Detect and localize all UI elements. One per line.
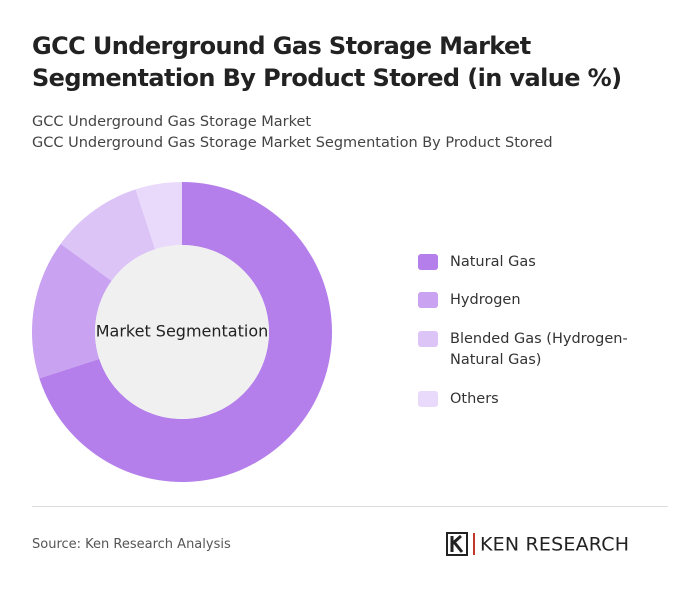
donut-slice xyxy=(60,189,156,281)
center-label: Market Segmentation xyxy=(96,322,269,341)
legend-label: Hydrogen xyxy=(450,292,521,308)
logo-box xyxy=(446,532,468,556)
legend-label: Others xyxy=(450,391,499,407)
divider xyxy=(32,506,668,507)
legend-label: Natural Gas xyxy=(450,254,536,270)
legend-swatch xyxy=(418,254,438,270)
brand-logo: KEN RESEARCH xyxy=(446,532,629,556)
legend-swatch xyxy=(418,292,438,308)
brand-name: KEN RESEARCH xyxy=(480,534,629,556)
legend-swatch xyxy=(418,331,438,347)
title: GCC Underground Gas Storage Market Segme… xyxy=(32,32,622,92)
donut-slice xyxy=(135,182,182,250)
donut-chart: Market Segmentation xyxy=(32,182,332,483)
subtitle: GCC Underground Gas Storage Market xyxy=(32,114,312,130)
logo-k xyxy=(450,534,464,553)
donut-slice xyxy=(32,243,112,379)
donut-slice xyxy=(39,182,332,483)
donut-hole xyxy=(95,245,269,419)
legend-swatch xyxy=(418,391,438,407)
source: Source: Ken Research Analysis xyxy=(32,537,231,552)
legend-label: Blended Gas (Hydrogen-Natural Gas) xyxy=(450,331,628,368)
subtitle: GCC Underground Gas Storage Market Segme… xyxy=(32,135,553,151)
